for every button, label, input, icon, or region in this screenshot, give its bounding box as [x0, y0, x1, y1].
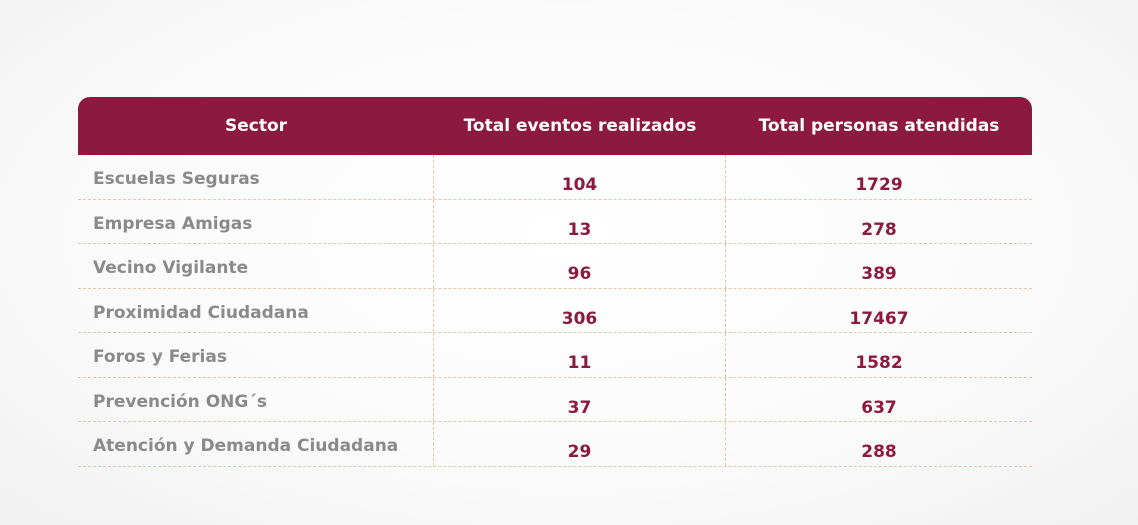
personas-cell: 1729 [855, 175, 903, 195]
personas-cell: 637 [861, 397, 897, 418]
personas-cell: 389 [861, 264, 897, 284]
table-row: Empresa Amigas 13 278 [78, 199, 1032, 244]
table-row: Atención y Demanda Ciudadana 29 288 [78, 422, 1032, 467]
table-body: Escuelas Seguras 104 1729 Empresa Amigas… [78, 155, 1032, 467]
table-row: Prevención ONG´s 37 637 [78, 377, 1032, 422]
eventos-cell: 306 [434, 288, 726, 332]
table-row: Proximidad Ciudadana 306 17467 [78, 288, 1032, 333]
eventos-cell: 13 [434, 199, 726, 243]
sector-cell: Escuelas Seguras [78, 155, 434, 199]
header-total-personas: Total personas atendidas [758, 116, 1000, 136]
eventos-cell: 37 [434, 377, 726, 421]
personas-cell: 278 [861, 219, 897, 240]
eventos-cell: 104 [434, 155, 726, 199]
table-header: Sector Total eventos realizados Total pe… [78, 97, 1032, 155]
personas-cell: 17467 [849, 308, 909, 329]
personas-cell: 1582 [855, 353, 903, 373]
eventos-cell: 29 [434, 422, 726, 466]
header-sector: Sector [224, 116, 288, 136]
header-total-eventos: Total eventos realizados [463, 116, 697, 136]
eventos-cell: 11 [434, 333, 726, 377]
personas-cell: 288 [861, 442, 897, 462]
table-row: Vecino Vigilante 96 389 [78, 244, 1032, 289]
sector-cell: Prevención ONG´s [78, 377, 434, 421]
sector-cell: Proximidad Ciudadana [78, 288, 434, 332]
table-row: Foros y Ferias 11 1582 [78, 333, 1032, 378]
table-row: Escuelas Seguras 104 1729 [78, 155, 1032, 200]
sector-cell: Vecino Vigilante [78, 244, 434, 288]
sector-cell: Atención y Demanda Ciudadana [78, 422, 434, 466]
eventos-cell: 96 [434, 244, 726, 288]
sector-cell: Foros y Ferias [78, 333, 434, 377]
data-table: Sector Total eventos realizados Total pe… [78, 97, 1032, 467]
sector-cell: Empresa Amigas [78, 199, 434, 243]
